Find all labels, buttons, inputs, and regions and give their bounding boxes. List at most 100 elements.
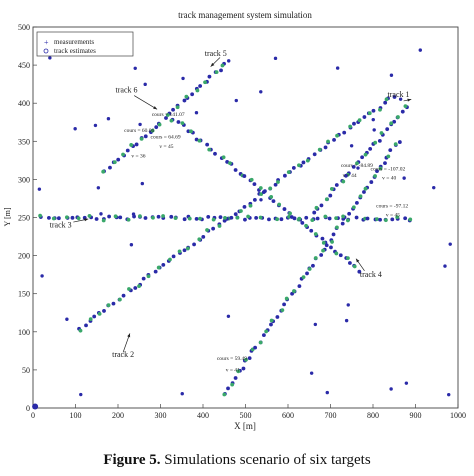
measurement-point [70,215,75,220]
y-tick-label: 0 [26,404,30,413]
clutter-measurement [131,212,136,216]
course-speed-label: cours = 64.69 [151,134,181,140]
measurement-point [377,138,382,143]
track-estimate-point [258,340,263,345]
measurement-point [252,197,257,202]
track-estimate-point [137,284,141,289]
measurement-point [365,216,370,221]
track-label: track 4 [360,270,382,279]
track-estimate-point [386,154,391,159]
track-estimate-point [288,211,292,216]
track-label: track 6 [116,86,138,95]
track-estimate-point [378,166,383,171]
measurement-point [118,215,123,220]
clutter-measurement [443,264,447,268]
clutter-measurement [313,322,318,327]
track-estimate-point [384,97,389,102]
measurement-point [340,221,345,226]
measurement-point [315,216,320,221]
measurement-point [375,169,379,174]
measurement-point [143,134,148,139]
measurement-point [378,217,382,222]
track-estimate-point [259,192,264,197]
track-estimate-point [129,143,134,147]
measurement-point [290,291,294,296]
track-estimate-point [292,289,296,293]
track-estimate-point [321,248,326,253]
legend-marker-estimates [43,48,49,54]
track-estimate-point [146,274,151,279]
y-tick-label: 500 [18,23,30,32]
measurement-point [47,215,51,220]
course-speed-label: cours = 60.06 [124,128,154,134]
clutter-measurement [79,392,83,397]
measurement-point [242,204,247,209]
track-label: track 5 [205,49,227,58]
track-estimate-point [207,147,212,152]
measurement-point [111,301,116,306]
track-estimate-point [87,214,92,218]
track-estimate-point [38,213,43,218]
legend: + measurements track estimates [36,31,134,57]
track-estimate-point [378,107,382,112]
track-estimate-point [214,70,219,75]
measurement-point [219,68,223,73]
clutter-measurement [432,185,436,190]
arrow-head [356,258,360,263]
y-tick-label: 400 [18,99,30,108]
x-tick-label: 300 [155,411,167,420]
track-estimate-point [334,216,338,221]
track-estimate-point [76,216,81,221]
measurement-point [338,253,343,258]
track-estimate-point [222,392,227,397]
clutter-measurement [138,122,142,127]
clutter-measurement [309,371,314,375]
track-estimate-point [258,186,263,190]
track-estimate-point [151,215,155,220]
track-estimate-point [198,216,202,221]
track-estimate-point [180,121,185,125]
clutter-measurement [259,90,263,94]
course-speed-label: v = 45 [386,213,400,219]
measurement-point [320,236,325,241]
track-estimate-point [264,329,269,334]
measurement-point [348,261,352,265]
y-tick-label: 300 [18,175,30,184]
measurement-point [242,174,247,178]
measurement-point [143,216,148,220]
track-estimate-point [373,174,377,178]
track-estimate-point [275,217,280,222]
track-estimate-point [335,133,339,138]
clutter-measurement [404,381,409,385]
measurement-point [390,217,395,222]
measurement-point [324,243,329,248]
track-estimate-point [150,128,155,133]
track-estimate-point [346,256,350,261]
annotation-arrow [133,95,158,110]
track-estimate-point [121,152,125,157]
clutter-measurement [226,314,231,318]
measurement-point [332,137,336,142]
track-estimate-point [88,317,93,322]
measurement-point [273,182,278,187]
measurement-point [357,269,362,274]
measurement-point [342,130,347,135]
track-estimate-point [97,311,102,316]
clutter-measurement [398,97,403,101]
course-speed-label: v = 36 [131,153,145,159]
clutter-measurement [65,317,69,321]
track-estimate-point [101,218,106,223]
clutter-measurement [93,123,98,128]
course-speed-label: v = 41 [226,367,240,373]
measurement-point [229,215,234,220]
measurement-point [392,95,397,99]
measurement-point [108,165,112,170]
arrow-head [407,98,412,102]
y-tick-label: 150 [18,290,30,299]
measurement-point [194,216,199,221]
track-estimate-point [348,124,353,129]
y-axis-label: Y [m] [3,207,12,226]
track-estimate-point [297,216,302,221]
measurement-point [207,74,212,79]
measurement-point [300,220,305,225]
